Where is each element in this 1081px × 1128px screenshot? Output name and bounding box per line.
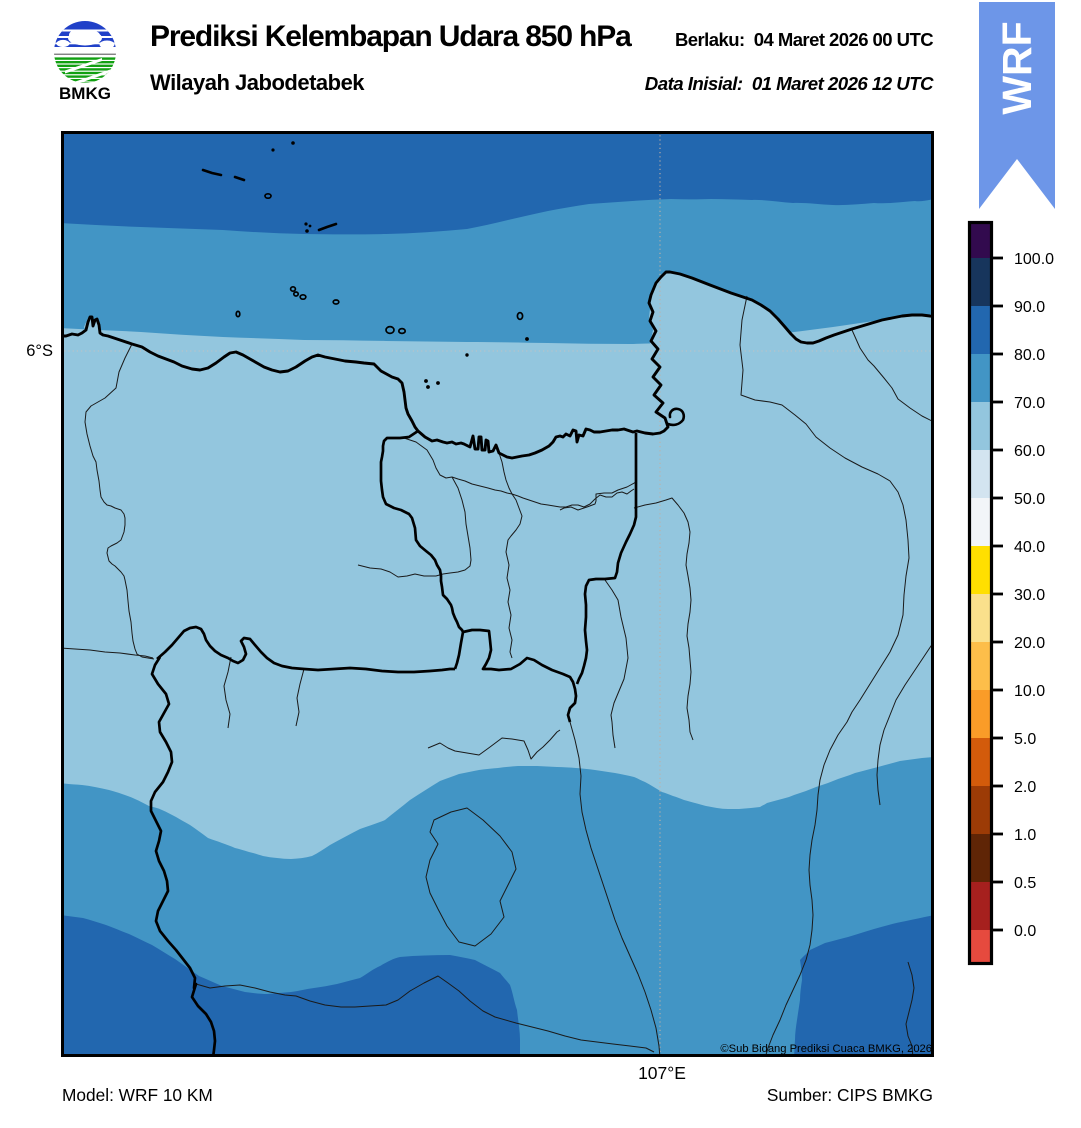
svg-text:50.0: 50.0 <box>1014 491 1045 508</box>
svg-text:80.0: 80.0 <box>1014 347 1045 364</box>
svg-text:5.0: 5.0 <box>1014 731 1036 748</box>
svg-text:1.0: 1.0 <box>1014 827 1036 844</box>
svg-text:60.0: 60.0 <box>1014 443 1045 460</box>
svg-text:WRF: WRF <box>994 21 1040 114</box>
svg-text:0.0: 0.0 <box>1014 923 1036 940</box>
svg-text:90.0: 90.0 <box>1014 299 1045 316</box>
svg-text:100.0: 100.0 <box>1014 251 1054 268</box>
svg-text:2.0: 2.0 <box>1014 779 1036 796</box>
svg-text:©Sub Bidang Prediksi Cuaca BMK: ©Sub Bidang Prediksi Cuaca BMKG, 2026 <box>720 1043 931 1054</box>
svg-text:10.0: 10.0 <box>1014 683 1045 700</box>
svg-text:20.0: 20.0 <box>1014 635 1045 652</box>
svg-text:30.0: 30.0 <box>1014 587 1045 604</box>
svg-text:0.5: 0.5 <box>1014 875 1036 892</box>
svg-text:40.0: 40.0 <box>1014 539 1045 556</box>
svg-text:70.0: 70.0 <box>1014 395 1045 412</box>
